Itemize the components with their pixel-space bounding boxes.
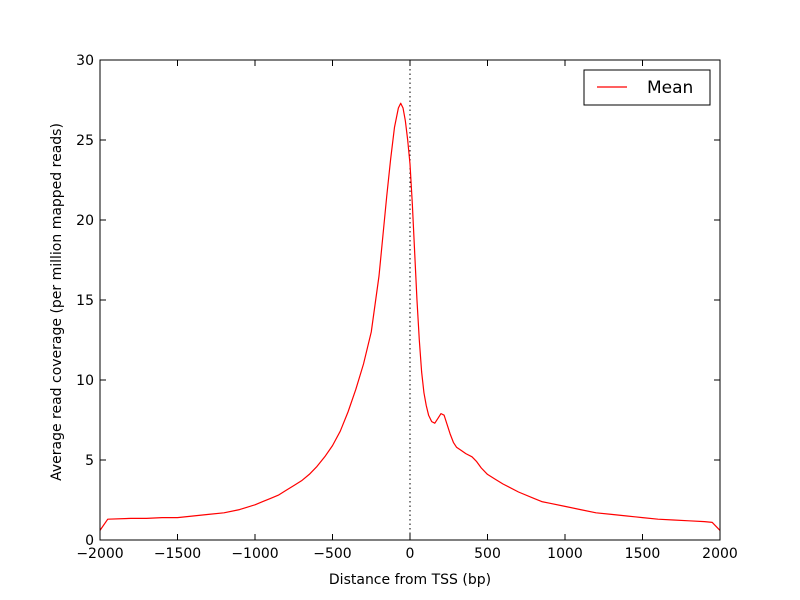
x-axis-label: Distance from TSS (bp)	[329, 572, 491, 588]
y-tick-label: 30	[76, 53, 94, 69]
x-tick-label: 500	[474, 546, 501, 562]
x-tick-label: 1000	[547, 546, 583, 562]
y-tick-label: 25	[76, 133, 94, 149]
y-tick-label: 10	[76, 373, 94, 389]
series-line-mean	[99, 102, 721, 531]
y-tick-label: 15	[76, 293, 94, 309]
x-tick-label: −1500	[154, 546, 201, 562]
x-tick-label: −1000	[231, 546, 278, 562]
x-tick-label: −500	[313, 546, 351, 562]
x-tick-label: 0	[406, 546, 415, 562]
x-tick-label: 2000	[702, 546, 738, 562]
x-axis-ticks: −2000 −1500 −1000 −500 0 500 1000 1500 2000	[76, 60, 738, 562]
legend-label-mean: Mean	[647, 78, 693, 98]
x-tick-label: −2000	[76, 546, 123, 562]
series-layer	[99, 102, 721, 531]
legend: Mean	[583, 69, 711, 106]
y-axis-ticks: 0 5 10 15 20 25 30	[76, 53, 720, 549]
y-tick-label: 5	[85, 453, 94, 469]
x-tick-label: 1500	[625, 546, 661, 562]
y-tick-label: 0	[85, 533, 94, 549]
y-tick-label: 20	[76, 213, 94, 229]
y-axis-label: Average read coverage (per million mappe…	[49, 123, 65, 481]
